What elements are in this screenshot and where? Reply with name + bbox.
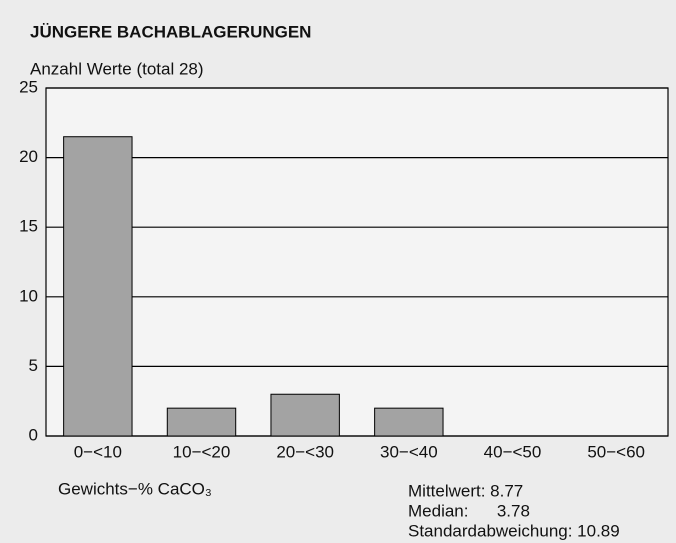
y-axis-label: Anzahl Werte (total 28) <box>30 59 204 78</box>
y-tick-label: 25 <box>19 77 38 96</box>
annotation: Standardabweichung: 10.89 <box>408 521 620 540</box>
bar <box>374 407 444 437</box>
y-tick-label: 10 <box>19 286 38 305</box>
bar <box>63 136 133 437</box>
y-tick-label: 0 <box>29 425 38 444</box>
x-tick-label: 50−<60 <box>587 442 645 461</box>
x-tick-label: 40−<50 <box>484 442 542 461</box>
bar <box>166 407 237 437</box>
x-tick-label: 20−<30 <box>276 442 334 461</box>
x-tick-label: 10−<20 <box>173 442 231 461</box>
x-tick-label: 30−<40 <box>380 442 438 461</box>
chart-title: JÜNGERE BACHABLAGERUNGEN <box>30 22 311 41</box>
y-tick-label: 5 <box>29 356 38 375</box>
annotation: Mittelwert: 8.77 <box>408 481 523 500</box>
x-tick-label: 0−<10 <box>74 442 122 461</box>
y-tick-label: 15 <box>19 217 38 236</box>
bar <box>270 393 340 437</box>
y-tick-label: 20 <box>19 147 38 166</box>
annotation: Median: 3.78 <box>408 501 530 520</box>
x-axis-label: Gewichts−% CaCO₃ <box>58 479 212 498</box>
plot-area <box>45 87 669 437</box>
